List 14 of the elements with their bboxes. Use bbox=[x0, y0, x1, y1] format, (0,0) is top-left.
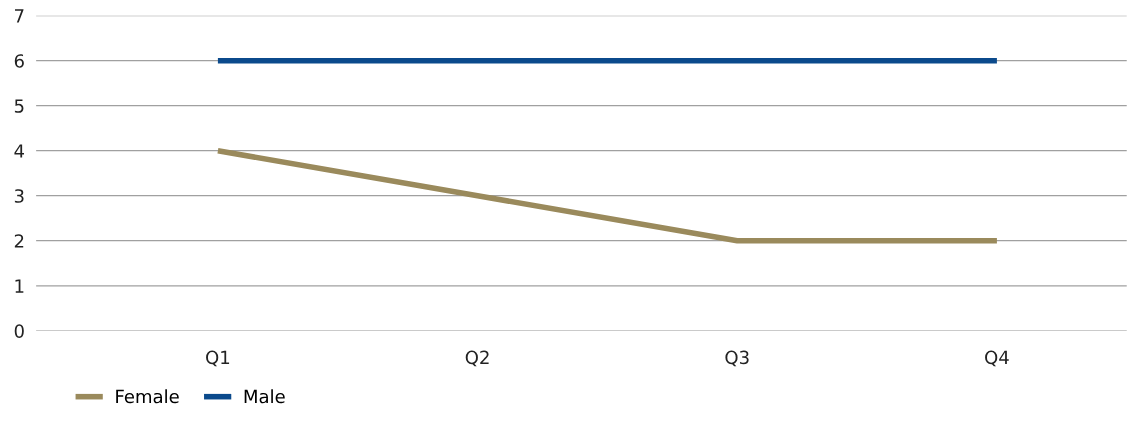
legend-label: Male bbox=[244, 389, 285, 404]
x-tick-label: Q2 bbox=[465, 350, 489, 367]
y-tick-label: 6 bbox=[14, 54, 24, 68]
x-tick-label: Q4 bbox=[985, 350, 1009, 367]
y-tick-label: 2 bbox=[14, 234, 24, 248]
y-tick-label: 4 bbox=[14, 144, 24, 158]
legend-label: Female bbox=[116, 389, 179, 404]
y-tick-label: 0 bbox=[14, 324, 24, 338]
x-tick-label: Q1 bbox=[206, 350, 230, 367]
y-tick-label: 1 bbox=[15, 279, 24, 293]
y-tick-label: 5 bbox=[14, 99, 24, 113]
y-tick-label: 3 bbox=[14, 189, 24, 203]
x-tick-label: Q3 bbox=[725, 350, 749, 367]
y-tick-label: 7 bbox=[15, 9, 24, 23]
